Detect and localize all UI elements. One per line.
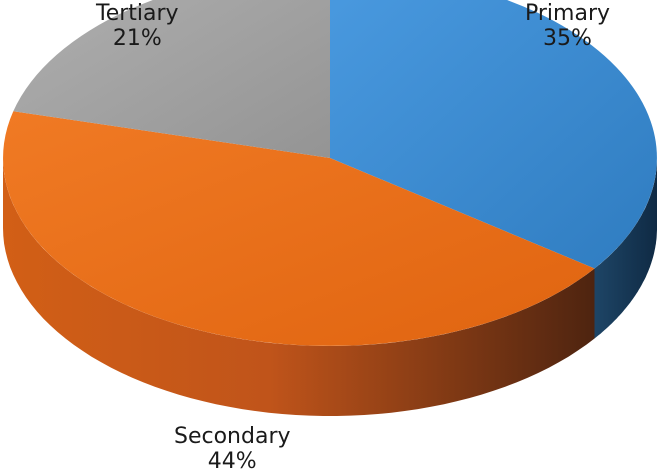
pie-slice-tertiary — [13, 0, 330, 158]
slice-name: Secondary — [174, 424, 291, 449]
pie-side-primary — [594, 158, 657, 339]
slice-label-primary: Primary 35% — [525, 1, 610, 51]
pie-side-secondary — [3, 158, 595, 416]
slice-label-secondary: Secondary 44% — [174, 424, 291, 474]
pie-slice-primary — [330, 0, 657, 269]
slice-label-tertiary: Tertiary 21% — [96, 1, 179, 51]
pie-slice-secondary — [3, 111, 595, 346]
slice-percent: 35% — [543, 26, 592, 51]
slice-percent: 44% — [207, 449, 257, 474]
slice-name: Tertiary — [96, 1, 179, 26]
slice-percent: 21% — [112, 26, 162, 51]
slice-name: Primary — [525, 1, 611, 26]
